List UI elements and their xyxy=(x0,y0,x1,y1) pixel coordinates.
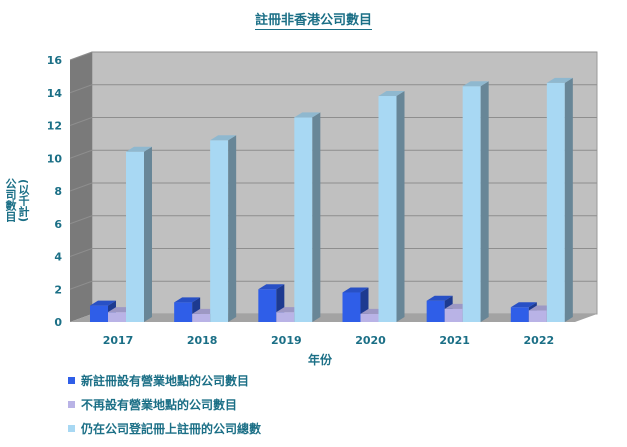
y-tick-label: 0 xyxy=(54,316,62,329)
y-tick-label: 6 xyxy=(54,218,62,231)
legend-item: 仍在公司登記冊上註冊的公司總數 xyxy=(68,416,261,440)
gridline-side xyxy=(69,215,93,225)
gridline-side xyxy=(69,149,93,159)
bar xyxy=(210,135,237,322)
bar xyxy=(378,91,405,323)
bar xyxy=(294,112,321,322)
bar-chart: 0 2 4 6 8 10 12 14 16 2017 2018 2019 2020 2021 2022 年… xyxy=(47,51,598,367)
x-tick-label: 2021 xyxy=(439,334,470,347)
y-axis-label-unit: (以千計) xyxy=(17,178,30,222)
bar-front xyxy=(90,305,108,322)
y-tick-label: 16 xyxy=(47,54,63,67)
bar-front xyxy=(342,292,361,322)
bar-top xyxy=(426,295,453,301)
legend-label: 不再設有營業地點的公司數目 xyxy=(81,397,238,412)
gridline-side xyxy=(69,84,93,94)
legend-swatch xyxy=(68,424,75,432)
bar-top xyxy=(126,146,152,152)
gridline-side xyxy=(69,182,93,192)
bar-front xyxy=(528,310,547,322)
bar-front xyxy=(510,307,529,322)
y-tick-label: 2 xyxy=(54,283,62,296)
legend-item: 新註冊設有營業地點的公司數目 xyxy=(68,368,261,392)
bar-top xyxy=(462,81,489,87)
bar xyxy=(126,146,152,322)
x-axis-label: 年份 xyxy=(308,352,333,367)
bar-side xyxy=(480,81,489,322)
y-tick-label: 12 xyxy=(47,120,62,133)
bar-front xyxy=(360,313,379,322)
bar-front xyxy=(126,151,144,322)
bar-top xyxy=(510,302,537,308)
x-tick-label: 2019 xyxy=(271,334,302,347)
bar-top xyxy=(90,300,116,306)
legend-label: 仍在公司登記冊上註冊的公司總數 xyxy=(81,421,262,436)
bar-side xyxy=(564,77,573,322)
bar-front xyxy=(276,312,295,322)
bar-side xyxy=(396,91,405,323)
bar-front xyxy=(462,86,481,322)
bar-top xyxy=(210,135,237,141)
bar-top xyxy=(294,112,321,118)
bar-top xyxy=(258,284,285,290)
bar-top xyxy=(342,287,369,293)
y-tick-label: 14 xyxy=(47,87,63,100)
bar-front xyxy=(294,117,313,322)
bar-front xyxy=(192,313,211,322)
bar-front xyxy=(174,302,193,322)
x-tick-label: 2020 xyxy=(355,334,386,347)
gridline-side xyxy=(69,280,93,290)
y-axis-label-text: 公司數目 xyxy=(4,178,17,222)
legend-label: 新註冊設有營業地點的公司數目 xyxy=(81,373,250,388)
y-tick-label: 8 xyxy=(54,185,62,198)
bar-front xyxy=(210,140,229,322)
bar xyxy=(546,77,573,322)
bar-front xyxy=(378,96,397,323)
y-tick-label: 10 xyxy=(47,152,63,165)
y-axis-label: 公司數目(以千計) xyxy=(4,178,40,225)
bar-front xyxy=(258,289,277,322)
bar-front xyxy=(546,82,565,322)
bar-top xyxy=(378,91,405,97)
bar-side xyxy=(228,135,237,322)
gridline-side xyxy=(69,51,93,61)
chart-title: 註冊非香港公司數目 xyxy=(254,13,372,30)
gridline-side xyxy=(69,248,93,257)
legend-swatch xyxy=(68,376,75,384)
legend: 新註冊設有營業地點的公司數目 不再設有營業地點的公司數目仍在公司登記冊上註冊的公司… xyxy=(68,368,261,440)
bar xyxy=(462,81,489,322)
bar-top xyxy=(174,297,201,303)
bar-top xyxy=(546,77,573,83)
x-tick-label: 2017 xyxy=(103,334,134,347)
bar-front xyxy=(426,300,445,322)
x-tick-label: 2022 xyxy=(524,334,555,347)
bar-front xyxy=(444,308,463,322)
bar-side xyxy=(144,146,152,322)
y-tick-label: 4 xyxy=(54,251,62,264)
gridline-side xyxy=(69,117,93,126)
x-tick-label: 2018 xyxy=(187,334,218,347)
legend-swatch xyxy=(68,400,75,408)
bar-front xyxy=(108,312,126,322)
legend-item: 不再設有營業地點的公司數目 xyxy=(68,392,261,416)
bar-side xyxy=(312,112,321,322)
